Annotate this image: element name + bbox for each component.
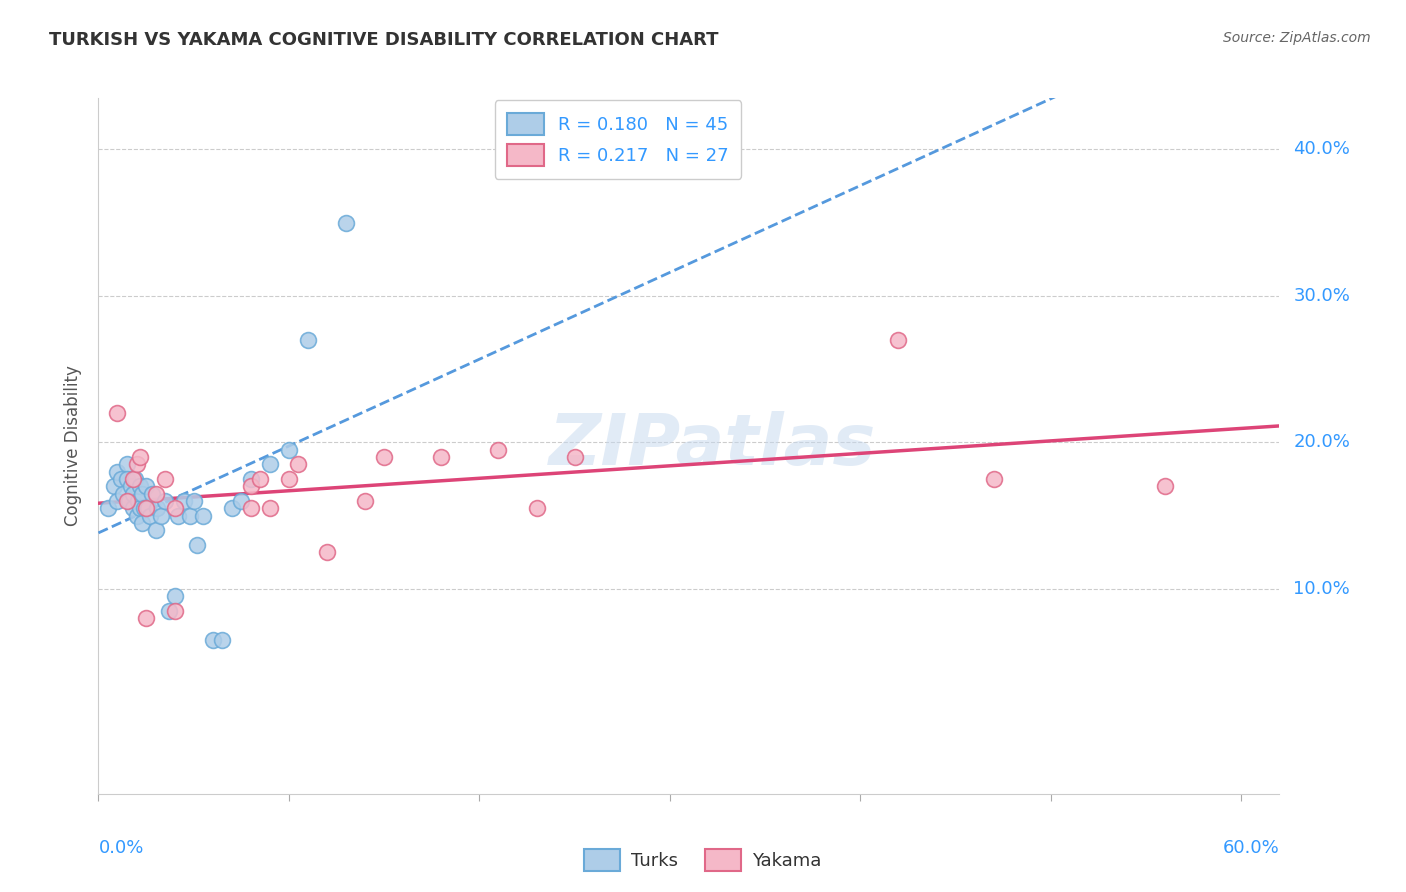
Point bbox=[335, 216, 357, 230]
Point bbox=[121, 472, 143, 486]
Point bbox=[107, 406, 129, 420]
Point bbox=[231, 494, 253, 508]
Point bbox=[173, 494, 195, 508]
Point bbox=[354, 494, 377, 508]
Point bbox=[183, 494, 205, 508]
Point bbox=[163, 501, 186, 516]
Point bbox=[179, 508, 201, 523]
Point bbox=[373, 450, 395, 464]
Text: 40.0%: 40.0% bbox=[1294, 140, 1350, 159]
Point bbox=[526, 501, 548, 516]
Point bbox=[112, 486, 135, 500]
Point bbox=[129, 501, 152, 516]
Point bbox=[488, 442, 510, 457]
Text: 20.0%: 20.0% bbox=[1294, 434, 1350, 451]
Point bbox=[259, 501, 281, 516]
Point bbox=[153, 494, 176, 508]
Point bbox=[115, 494, 138, 508]
Point bbox=[97, 501, 120, 516]
Point bbox=[316, 545, 339, 559]
Point bbox=[139, 508, 162, 523]
Legend: Turks, Yakama: Turks, Yakama bbox=[576, 842, 830, 879]
Text: 0.0%: 0.0% bbox=[98, 839, 143, 857]
Point bbox=[125, 458, 148, 472]
Point bbox=[115, 472, 138, 486]
Point bbox=[124, 472, 146, 486]
Point bbox=[277, 442, 299, 457]
Point bbox=[118, 494, 141, 508]
Point bbox=[135, 501, 157, 516]
Point bbox=[145, 486, 167, 500]
Point bbox=[135, 611, 157, 625]
Point bbox=[103, 479, 125, 493]
Point bbox=[163, 589, 186, 603]
Point bbox=[277, 472, 299, 486]
Point bbox=[107, 465, 129, 479]
Legend: R = 0.180   N = 45, R = 0.217   N = 27: R = 0.180 N = 45, R = 0.217 N = 27 bbox=[495, 100, 741, 178]
Text: 60.0%: 60.0% bbox=[1223, 839, 1279, 857]
Text: ZIPatlas: ZIPatlas bbox=[548, 411, 876, 481]
Point bbox=[167, 508, 190, 523]
Point bbox=[201, 633, 224, 648]
Point bbox=[121, 486, 143, 500]
Point bbox=[186, 538, 208, 552]
Point bbox=[430, 450, 453, 464]
Point bbox=[221, 501, 243, 516]
Text: TURKISH VS YAKAMA COGNITIVE DISABILITY CORRELATION CHART: TURKISH VS YAKAMA COGNITIVE DISABILITY C… bbox=[49, 31, 718, 49]
Point bbox=[131, 486, 153, 500]
Point bbox=[135, 479, 157, 493]
Point bbox=[127, 494, 149, 508]
Point bbox=[131, 516, 153, 530]
Point bbox=[134, 501, 156, 516]
Point bbox=[1154, 479, 1177, 493]
Point bbox=[239, 472, 262, 486]
Point bbox=[211, 633, 233, 648]
Point bbox=[129, 450, 152, 464]
Point bbox=[297, 333, 319, 347]
Point bbox=[887, 333, 910, 347]
Point bbox=[110, 472, 132, 486]
Point bbox=[983, 472, 1005, 486]
Point bbox=[287, 458, 309, 472]
Point bbox=[125, 508, 148, 523]
Y-axis label: Cognitive Disability: Cognitive Disability bbox=[65, 366, 83, 526]
Point bbox=[193, 508, 215, 523]
Point bbox=[564, 450, 586, 464]
Point bbox=[129, 479, 152, 493]
Point bbox=[163, 604, 186, 618]
Point bbox=[259, 458, 281, 472]
Point bbox=[115, 458, 138, 472]
Point bbox=[239, 479, 262, 493]
Text: 10.0%: 10.0% bbox=[1294, 580, 1350, 598]
Point bbox=[120, 479, 142, 493]
Point bbox=[150, 508, 173, 523]
Text: Source: ZipAtlas.com: Source: ZipAtlas.com bbox=[1223, 31, 1371, 45]
Point bbox=[136, 501, 159, 516]
Point bbox=[121, 501, 143, 516]
Point bbox=[141, 486, 163, 500]
Point bbox=[146, 501, 169, 516]
Point bbox=[153, 472, 176, 486]
Point bbox=[145, 523, 167, 537]
Point bbox=[249, 472, 271, 486]
Point bbox=[157, 604, 180, 618]
Point bbox=[107, 494, 129, 508]
Point bbox=[239, 501, 262, 516]
Text: 30.0%: 30.0% bbox=[1294, 287, 1350, 305]
